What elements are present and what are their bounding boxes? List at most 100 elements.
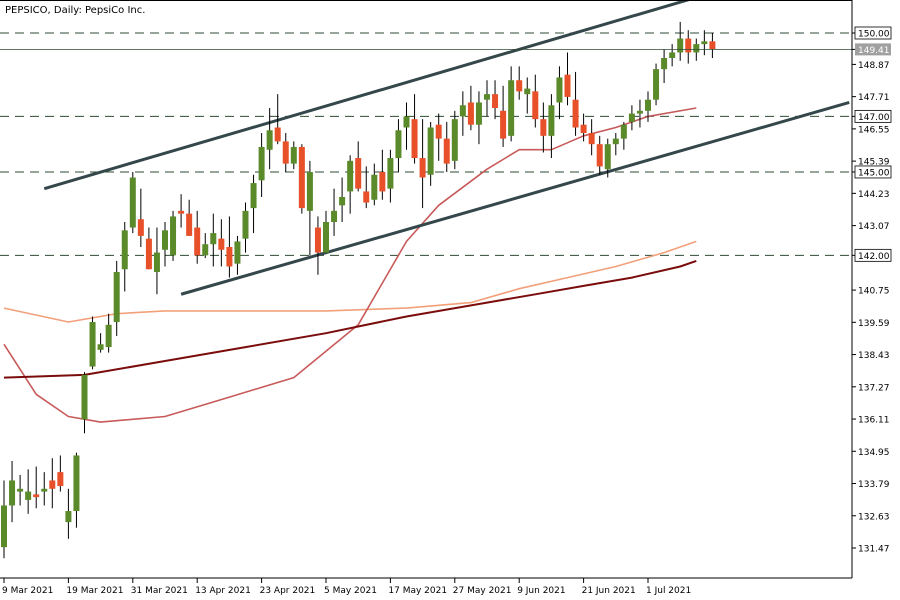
y-tick-label: 147.00	[858, 113, 890, 123]
candle-body	[427, 127, 434, 175]
candle-body	[153, 252, 160, 273]
candle	[371, 163, 378, 206]
candle-body	[516, 80, 523, 92]
candle	[564, 52, 571, 106]
candle	[419, 119, 426, 209]
candle-body	[580, 124, 587, 134]
candle-body	[49, 480, 56, 489]
candle-body	[73, 455, 80, 512]
candle-body	[411, 119, 418, 159]
candle	[347, 155, 354, 214]
y-tick-label: 143.07	[858, 222, 890, 232]
candle	[162, 221, 168, 267]
candle	[701, 30, 708, 56]
y-tick-label: 146.55	[858, 125, 890, 135]
candle	[363, 166, 370, 209]
trend-channel	[43, 0, 850, 296]
candle	[314, 216, 321, 275]
candle	[81, 372, 88, 434]
current-price-tag	[855, 43, 891, 56]
candle	[604, 138, 611, 178]
candle	[339, 177, 346, 222]
candle	[467, 85, 474, 131]
candle	[645, 91, 651, 122]
candle	[387, 149, 394, 203]
candle	[484, 80, 490, 117]
candle-body	[331, 210, 338, 222]
y-tick-label: 139.59	[858, 319, 890, 329]
candle-body	[178, 210, 185, 214]
candle	[89, 316, 96, 370]
candle-body	[242, 210, 249, 239]
candle-body	[459, 105, 466, 117]
candle-body	[693, 44, 700, 53]
candle	[25, 469, 32, 514]
candle-body	[701, 41, 708, 45]
candle	[572, 71, 579, 136]
x-tick-label: 17 May 2021	[388, 586, 447, 596]
candle-body	[113, 272, 120, 323]
candle	[9, 461, 16, 523]
x-tick-label: 21 Jun 2021	[582, 586, 636, 596]
candle	[677, 21, 684, 61]
candle	[395, 119, 402, 172]
channel-upper-line	[43, 0, 693, 191]
candle	[242, 202, 249, 253]
candle-body	[387, 158, 394, 189]
candle-body	[403, 116, 410, 128]
candle-body	[218, 238, 225, 250]
candle-body	[709, 41, 716, 50]
candle-body	[89, 322, 96, 367]
candle	[129, 171, 136, 234]
candle-body	[282, 141, 289, 164]
candle	[153, 227, 160, 295]
candle-body	[339, 196, 346, 206]
y-axis-ticks: 150.00 149.41 148.87 147.71 147.00 146.55 145.…	[852, 26, 892, 555]
y-tick-label: 148.87	[858, 61, 890, 71]
candle	[282, 133, 289, 172]
y-tick-label: 131.47	[858, 545, 890, 555]
candle-body	[314, 227, 321, 253]
candle	[475, 91, 482, 145]
candle-body	[9, 480, 16, 506]
candle	[443, 121, 450, 172]
candle-body	[677, 38, 684, 53]
candle	[121, 221, 128, 292]
candle-body	[347, 160, 354, 192]
candle	[306, 160, 313, 256]
candle-body	[145, 238, 152, 270]
candle	[411, 94, 418, 164]
level-price-tag	[854, 165, 892, 179]
candle	[137, 188, 144, 248]
candle	[33, 466, 40, 509]
candle-body	[355, 158, 362, 189]
candle-body	[250, 183, 257, 209]
y-tick-label: 149.41	[858, 46, 890, 56]
candle	[685, 30, 692, 64]
candle	[451, 110, 458, 170]
candle-body	[323, 221, 329, 253]
candle-body	[524, 88, 531, 95]
candle-body	[274, 127, 281, 142]
candle	[628, 105, 635, 131]
candle-body	[129, 177, 136, 228]
candle	[532, 74, 539, 128]
candle-body	[596, 144, 603, 167]
x-tick-label: 9 Jun 2021	[517, 586, 565, 596]
ma-fast-line	[3, 107, 697, 423]
candle	[516, 66, 523, 100]
candle	[596, 135, 603, 175]
candle	[580, 113, 587, 142]
candle-body	[564, 74, 571, 97]
candle	[17, 474, 24, 506]
candle	[57, 455, 64, 492]
candle	[556, 66, 563, 120]
candle	[588, 119, 595, 156]
candle	[250, 174, 257, 234]
channel-lower-line	[180, 101, 850, 296]
candle-body	[540, 119, 547, 136]
candle-body	[588, 133, 595, 145]
candle	[97, 333, 104, 353]
